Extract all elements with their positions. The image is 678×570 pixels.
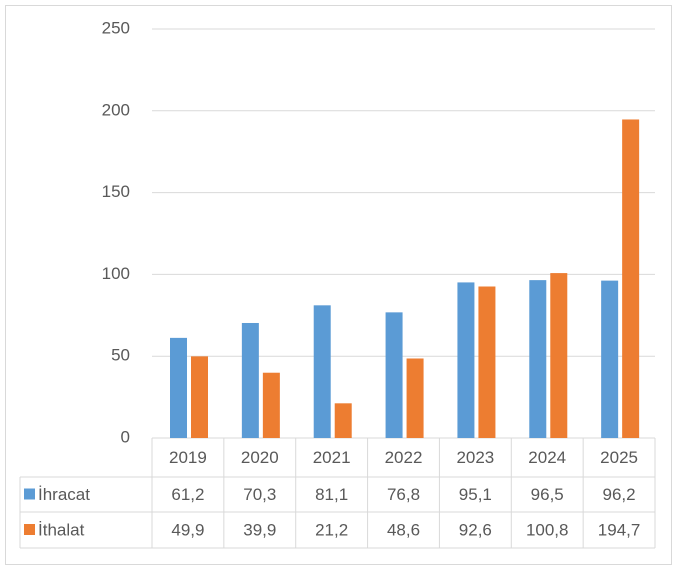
table-value: 21,2 — [315, 520, 348, 539]
bar — [406, 358, 424, 438]
bar — [241, 322, 259, 438]
table-value: 70,3 — [243, 485, 276, 504]
x-tick-label: 2021 — [313, 448, 351, 467]
table-value: 96,2 — [603, 485, 636, 504]
bar — [622, 119, 640, 439]
table-value: 194,7 — [598, 520, 641, 539]
bar — [313, 305, 331, 438]
bar — [601, 280, 619, 438]
y-tick-label: 0 — [121, 427, 130, 446]
y-tick-label: 150 — [102, 182, 130, 201]
legend-label: İthalat — [38, 520, 85, 539]
x-tick-label: 2023 — [456, 448, 494, 467]
y-tick-label: 200 — [102, 100, 130, 119]
bar — [170, 337, 187, 438]
bar — [457, 282, 475, 438]
x-tick-label: 2020 — [241, 448, 279, 467]
table-value: 39,9 — [243, 520, 276, 539]
legend-swatch — [24, 524, 35, 535]
table-value: 92,6 — [459, 520, 492, 539]
y-tick-label: 50 — [111, 346, 130, 365]
bar — [550, 273, 568, 438]
bar — [385, 312, 403, 438]
table-value: 48,6 — [387, 520, 420, 539]
bar — [478, 286, 496, 438]
table-value: 95,1 — [459, 485, 492, 504]
x-tick-label: 2019 — [169, 448, 207, 467]
table-value: 100,8 — [526, 520, 569, 539]
chart-border — [5, 5, 672, 565]
y-tick-label: 100 — [102, 264, 130, 283]
table-value: 49,9 — [171, 520, 204, 539]
bar — [334, 403, 352, 438]
x-tick-label: 2022 — [385, 448, 423, 467]
table-value: 96,5 — [531, 485, 564, 504]
legend-label: İhracat — [38, 485, 90, 504]
table-value: 61,2 — [171, 485, 204, 504]
table-value: 81,1 — [315, 485, 348, 504]
x-tick-label: 2025 — [600, 448, 638, 467]
y-tick-label: 250 — [102, 18, 130, 37]
bar — [529, 280, 547, 438]
bar — [191, 356, 208, 438]
x-tick-label: 2024 — [528, 448, 566, 467]
table-value: 76,8 — [387, 485, 420, 504]
bar — [262, 372, 280, 438]
legend-swatch — [24, 488, 35, 500]
